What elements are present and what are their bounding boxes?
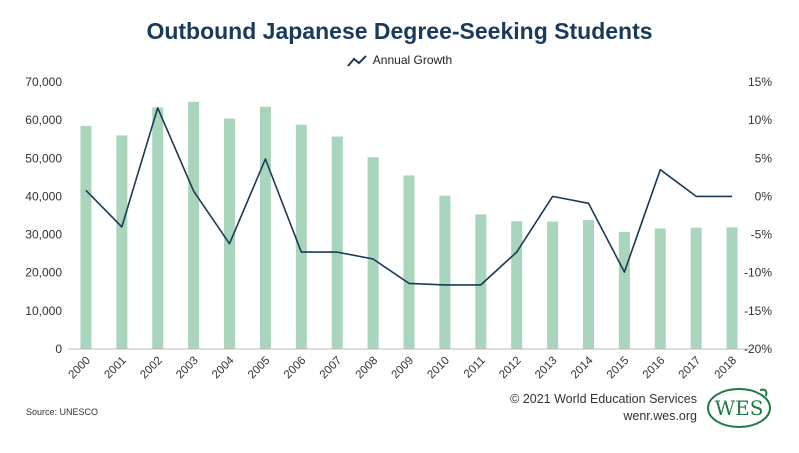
legend: Annual Growth — [0, 53, 799, 67]
bar — [152, 107, 164, 349]
bar — [582, 220, 594, 349]
x-tick-label: 2012 — [497, 355, 524, 382]
x-tick-label: 2013 — [533, 355, 560, 382]
x-tick-label: 2017 — [677, 355, 704, 382]
bar — [188, 101, 200, 349]
x-tick-label: 2001 — [102, 355, 129, 382]
left-tick-label: 10,000 — [25, 304, 62, 318]
bar — [367, 157, 379, 349]
bar — [690, 227, 702, 349]
right-tick-label: -10% — [744, 266, 772, 280]
x-tick-label: 2011 — [462, 355, 488, 381]
bar — [618, 231, 630, 349]
x-tick-label: 2010 — [425, 355, 452, 382]
wes-logo: WES — [707, 388, 771, 428]
right-tick-label: -20% — [744, 342, 772, 356]
right-axis: -20% -15% -10% -5% 0% 5% 10% 15% — [744, 75, 772, 356]
left-tick-label: 60,000 — [25, 113, 62, 127]
copyright-text: © 2021 World Education Services — [510, 392, 697, 406]
source-note: Source: UNESCO — [26, 407, 99, 417]
right-tick-label: -15% — [744, 304, 772, 318]
logo-text: WES — [715, 396, 764, 420]
left-tick-label: 50,000 — [25, 151, 62, 165]
bar — [654, 228, 666, 349]
bar — [259, 106, 271, 350]
line-legend-icon — [347, 55, 367, 67]
bar — [511, 221, 523, 349]
left-tick-label: 30,000 — [25, 228, 62, 242]
x-tick-label: 2007 — [318, 355, 345, 382]
x-tick-label: 2008 — [354, 355, 381, 382]
bar — [475, 214, 487, 349]
website-text: wenr.wes.org — [623, 409, 697, 423]
x-tick-label: 2006 — [282, 355, 309, 382]
left-tick-label: 20,000 — [25, 266, 62, 280]
x-tick-label: 2002 — [138, 355, 165, 382]
left-tick-label: 70,000 — [25, 75, 62, 89]
left-axis: 0 10,000 20,000 30,000 40,000 50,000 60,000 70,… — [25, 75, 62, 356]
x-axis: 2000 2001 2002 2003 2004 2005 2006 2007 2008 2009… — [66, 354, 739, 381]
bar-series — [80, 101, 738, 350]
bar — [439, 195, 451, 349]
copyright-block: © 2021 World Education Services wenr.wes… — [510, 391, 697, 425]
x-tick-label: 2009 — [390, 355, 417, 382]
x-tick-label: 2000 — [66, 355, 93, 382]
bar — [726, 227, 738, 349]
x-tick-label: 2005 — [246, 355, 273, 382]
x-tick-label: 2014 — [569, 354, 596, 381]
chart-title: Outbound Japanese Degree-Seeking Student… — [146, 18, 653, 44]
right-tick-label: -5% — [751, 228, 773, 242]
bar — [116, 135, 128, 349]
x-tick-label: 2018 — [713, 355, 740, 382]
bar — [403, 175, 415, 349]
bar — [80, 125, 92, 349]
right-tick-label: 5% — [755, 151, 773, 165]
legend-label: Annual Growth — [372, 53, 453, 67]
growth-line-series — [85, 107, 733, 286]
x-tick-label: 2003 — [174, 355, 201, 382]
x-tick-label: 2015 — [605, 355, 632, 382]
left-tick-label: 40,000 — [25, 189, 62, 203]
left-tick-label: 0 — [55, 342, 62, 356]
right-tick-label: 15% — [748, 75, 772, 89]
x-tick-label: 2016 — [641, 355, 668, 382]
x-tick-label: 2004 — [210, 354, 237, 381]
bar — [295, 124, 307, 349]
right-tick-label: 0% — [755, 189, 773, 203]
right-tick-label: 10% — [748, 113, 772, 127]
bar — [224, 118, 236, 349]
bar — [331, 136, 343, 349]
bar — [547, 221, 559, 349]
